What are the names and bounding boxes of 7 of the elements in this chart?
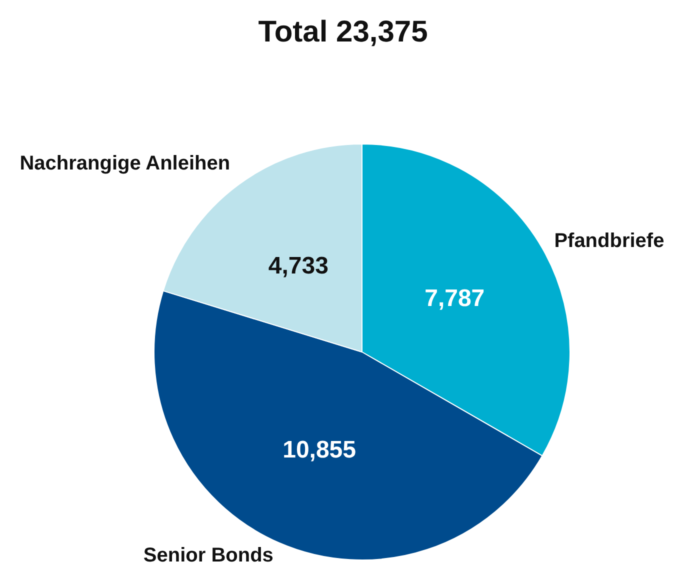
slice-label: Senior Bonds <box>143 544 274 567</box>
chart-title: Total 23,375 <box>258 16 428 48</box>
data-label: 10,855 <box>282 436 356 464</box>
slice-label: Nachrangige Anleihen <box>20 152 230 174</box>
data-label: 7,787 <box>424 284 485 312</box>
slice-label: Pfandbriefe <box>554 230 664 252</box>
data-label: 4,733 <box>268 252 328 280</box>
